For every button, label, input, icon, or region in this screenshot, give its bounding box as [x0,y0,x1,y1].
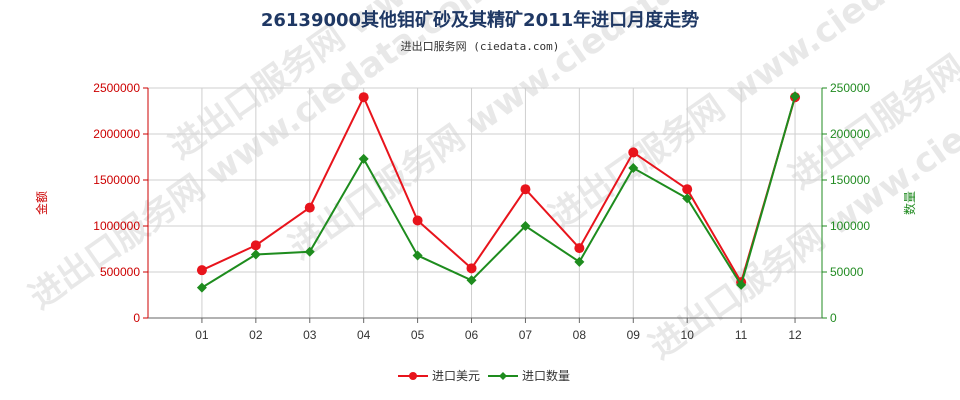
data-point [358,92,369,103]
x-tick-label: 06 [465,328,479,342]
legend-swatch-marker [499,372,507,380]
data-point [196,265,207,276]
x-tick-label: 04 [357,328,371,342]
left-axis-label: 金额 [34,191,49,215]
data-point [574,256,585,267]
legend-label: 进口美元 [432,369,480,383]
axes [147,88,823,319]
right-tick-label: 100000 [830,219,870,233]
x-tick-label: 11 [735,328,748,342]
x-tick-label: 08 [573,328,587,342]
data-point [412,250,423,261]
chart-title: 26139000其他钼矿砂及其精矿2011年进口月度走势 [261,9,699,31]
legend-swatch-marker [409,372,417,380]
data-point [358,153,369,164]
left-tick-label: 1000000 [93,219,140,233]
legend-item: 进口数量 [488,368,570,383]
chart-subtitle: 进出口服务网 (ciedata.com) [401,39,560,53]
left-tick-label: 2000000 [93,127,140,141]
series-layer [196,91,801,293]
x-tick-label: 10 [681,328,695,342]
series-line [201,96,797,289]
data-point [520,221,531,231]
data-point [250,249,261,260]
x-tick-label: 07 [519,328,533,342]
data-point [574,243,585,254]
legend: 进口美元 进口数量 [398,368,570,383]
data-point [520,184,531,195]
left-axis-ticks: 0 500000 1000000 1500000 2000000 2500000 金额 [34,81,148,325]
left-tick-label: 1500000 [93,173,140,187]
right-tick-label: 150000 [830,173,870,187]
x-tick-label: 01 [195,328,209,342]
legend-label: 进口数量 [522,368,570,383]
x-tick-label: 09 [627,328,641,342]
right-axis-ticks: 0 50000 100000 150000 200000 250000 数量 [822,81,917,325]
left-tick-label: 0 [133,311,140,325]
x-axis-ticks: 01 02 03 04 05 06 07 08 09 10 11 12 [195,318,802,342]
data-point [466,275,477,286]
series-line [201,94,796,285]
data-point [196,282,207,293]
x-tick-label: 02 [249,328,263,342]
data-point [412,215,423,226]
x-tick-label: 05 [411,328,425,342]
data-point [682,184,693,195]
right-tick-label: 50000 [830,265,864,279]
data-point [304,202,315,213]
left-tick-label: 500000 [100,265,140,279]
right-tick-label: 200000 [830,127,870,141]
data-point [736,279,747,290]
right-tick-label: 0 [830,311,837,325]
data-point [790,91,801,102]
right-tick-label: 250000 [830,81,870,95]
legend-item: 进口美元 [398,369,480,383]
data-point [682,193,693,204]
x-tick-label: 03 [303,328,317,342]
data-point [628,147,639,158]
data-point [250,240,261,251]
left-tick-label: 2500000 [93,81,140,95]
data-point [304,246,315,257]
x-tick-label: 12 [788,328,802,342]
series-2 [196,91,801,293]
data-point [628,163,639,174]
data-point [466,263,477,274]
right-axis-label: 数量 [902,191,917,215]
